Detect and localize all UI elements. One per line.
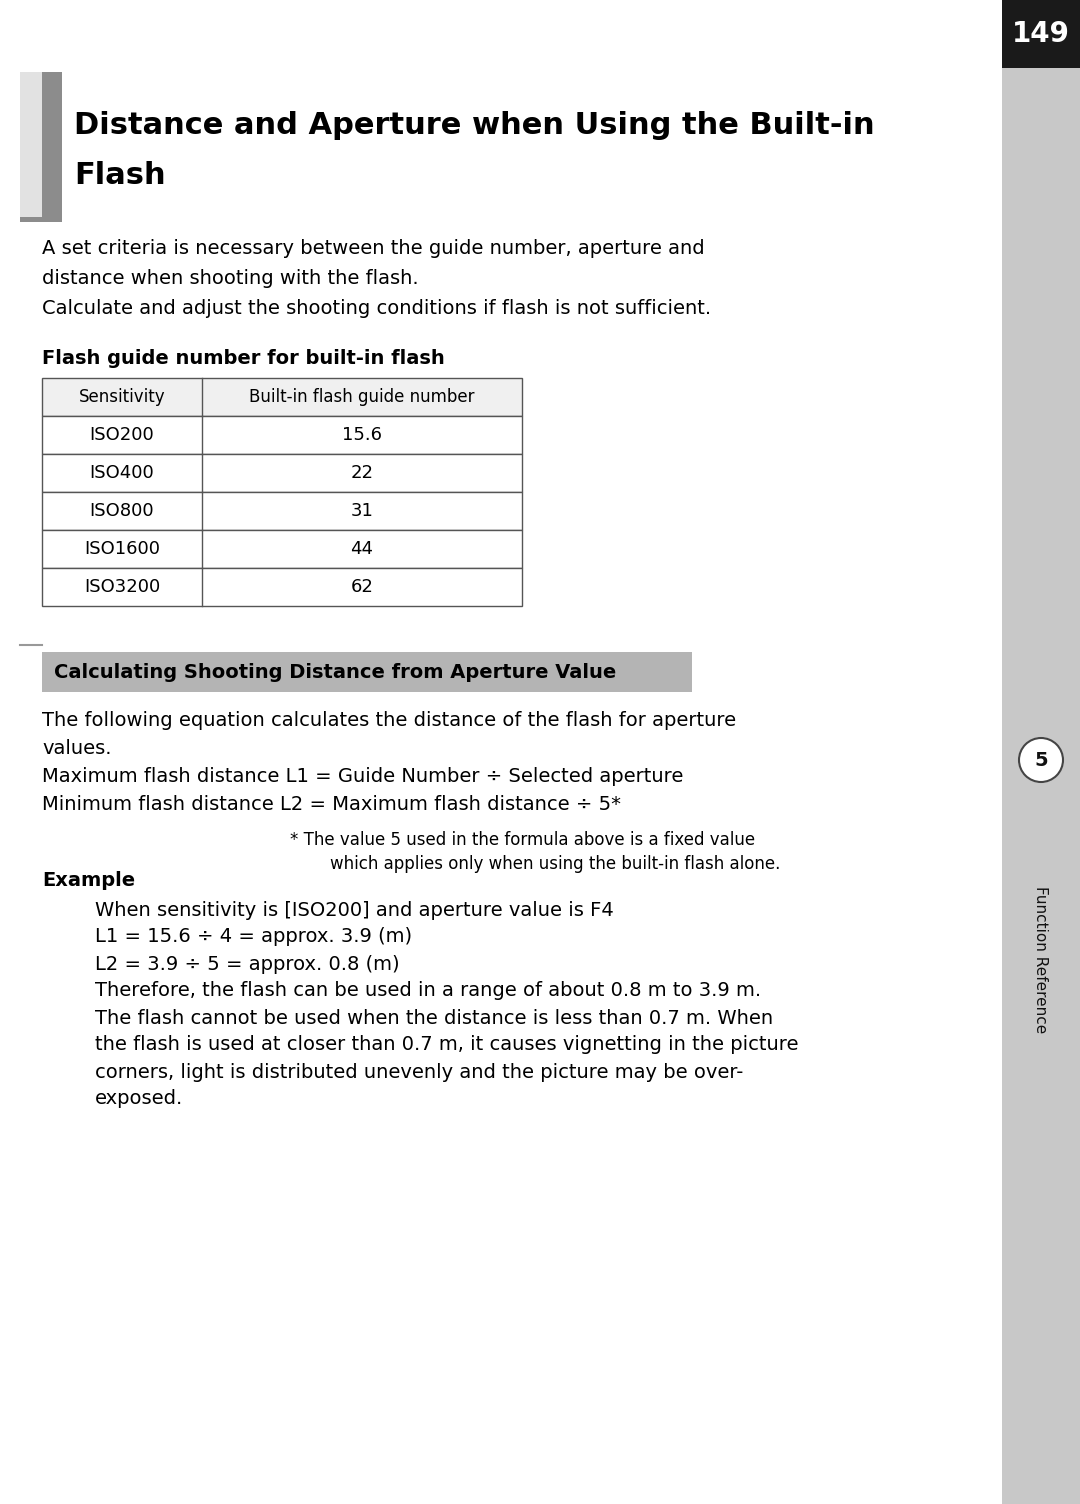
Text: exposed.: exposed.	[95, 1089, 184, 1108]
Text: 15.6: 15.6	[342, 426, 382, 444]
Bar	[42, 417, 522, 454]
Text: L1 = 15.6 ÷ 4 = approx. 3.9 (m): L1 = 15.6 ÷ 4 = approx. 3.9 (m)	[95, 928, 413, 946]
Text: 149: 149	[1012, 20, 1070, 48]
Bar	[42, 378, 522, 417]
Text: Function Reference: Function Reference	[1034, 886, 1049, 1033]
Text: 31: 31	[351, 502, 374, 520]
Bar	[1002, 0, 1080, 1504]
Text: Calculating Shooting Distance from Aperture Value: Calculating Shooting Distance from Apert…	[54, 662, 617, 681]
Text: When sensitivity is [ISO200] and aperture value is F4: When sensitivity is [ISO200] and apertur…	[95, 901, 613, 919]
Bar	[42, 569, 522, 606]
Text: ISO400: ISO400	[90, 465, 154, 481]
Text: 62: 62	[351, 578, 374, 596]
Text: ISO800: ISO800	[90, 502, 154, 520]
Text: which applies only when using the built-in flash alone.: which applies only when using the built-…	[330, 854, 781, 872]
Text: * The value 5 used in the formula above is a fixed value: * The value 5 used in the formula above …	[291, 832, 755, 848]
Bar	[42, 492, 522, 529]
Text: Flash: Flash	[75, 161, 165, 190]
Text: Distance and Aperture when Using the Built-in: Distance and Aperture when Using the Bui…	[75, 110, 875, 140]
Text: Built-in flash guide number: Built-in flash guide number	[249, 388, 475, 406]
Text: L2 = 3.9 ÷ 5 = approx. 0.8 (m): L2 = 3.9 ÷ 5 = approx. 0.8 (m)	[95, 955, 400, 973]
Text: A set criteria is necessary between the guide number, aperture and: A set criteria is necessary between the …	[42, 239, 704, 257]
Circle shape	[1020, 738, 1063, 782]
Text: Minimum flash distance L2 = Maximum flash distance ÷ 5*: Minimum flash distance L2 = Maximum flas…	[42, 794, 621, 814]
Bar	[21, 217, 42, 223]
Bar	[42, 454, 522, 492]
Text: The following equation calculates the distance of the flash for aperture: The following equation calculates the di…	[42, 710, 737, 729]
Text: Maximum flash distance L1 = Guide Number ÷ Selected aperture: Maximum flash distance L1 = Guide Number…	[42, 767, 684, 785]
Text: Example: Example	[42, 871, 135, 889]
Bar	[42, 529, 522, 569]
Text: ISO1600: ISO1600	[84, 540, 160, 558]
Text: distance when shooting with the flash.: distance when shooting with the flash.	[42, 269, 419, 287]
Text: values.: values.	[42, 738, 111, 758]
Text: 5: 5	[1035, 750, 1048, 770]
Text: The flash cannot be used when the distance is less than 0.7 m. When: The flash cannot be used when the distan…	[95, 1009, 773, 1027]
Text: Sensitivity: Sensitivity	[79, 388, 165, 406]
Text: Therefore, the flash can be used in a range of about 0.8 m to 3.9 m.: Therefore, the flash can be used in a ra…	[95, 982, 761, 1000]
Bar	[42, 72, 62, 223]
Text: Calculate and adjust the shooting conditions if flash is not sufficient.: Calculate and adjust the shooting condit…	[42, 298, 711, 317]
Bar	[42, 653, 692, 692]
Text: ISO200: ISO200	[90, 426, 154, 444]
Bar	[21, 72, 42, 223]
Text: 22: 22	[351, 465, 374, 481]
Text: corners, light is distributed unevenly and the picture may be over-: corners, light is distributed unevenly a…	[95, 1062, 743, 1081]
Bar	[1002, 0, 1080, 68]
Text: ISO3200: ISO3200	[84, 578, 160, 596]
Text: 44: 44	[351, 540, 374, 558]
Text: Flash guide number for built-in flash: Flash guide number for built-in flash	[42, 349, 445, 367]
Text: the flash is used at closer than 0.7 m, it causes vignetting in the picture: the flash is used at closer than 0.7 m, …	[95, 1035, 798, 1054]
